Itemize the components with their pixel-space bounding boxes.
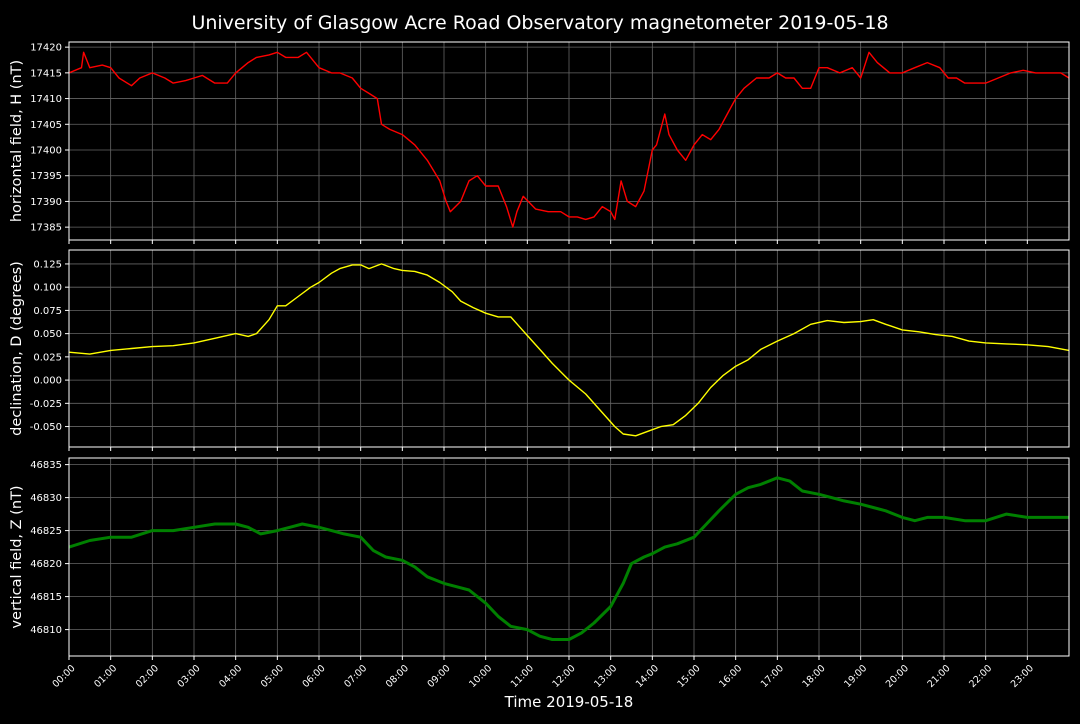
series-line-H xyxy=(68,51,1070,228)
x-axis-label: Time 2019-05-18 xyxy=(504,693,634,711)
chart-title: University of Glasgow Acre Road Observat… xyxy=(191,12,888,34)
panel-D: -0.050 -0.025 0.000 0.025 0.050 0.075 0.100 0.1… xyxy=(9,249,1070,451)
y-tick-label: 46810 xyxy=(30,625,62,636)
y-tick-label: 0.100 xyxy=(33,283,62,294)
y-tick-label: 17415 xyxy=(30,68,62,79)
y-tick-label: 0.075 xyxy=(33,306,62,317)
y-tick-label: 17385 xyxy=(30,223,62,234)
y-tick-label: 46830 xyxy=(30,493,62,504)
y-tick-label: 46820 xyxy=(30,559,62,570)
y-tick-label: 17395 xyxy=(30,171,62,182)
panel-H: 17385 17390 17395 17400 17405 17410 17415 17420… xyxy=(9,41,1070,244)
y-axis-label-H: horizontal field, H (nT) xyxy=(9,60,25,222)
y-tick-label: 46825 xyxy=(30,526,62,537)
series-line-D xyxy=(68,263,1070,437)
y-tick-label: -0.025 xyxy=(30,399,62,410)
series-line-Z xyxy=(68,476,1069,641)
y-tick-label: 0.125 xyxy=(33,259,62,270)
y-tick-label: 17405 xyxy=(30,120,62,131)
y-tick-label: 46835 xyxy=(30,460,62,471)
y-tick-label: 0.000 xyxy=(33,376,62,387)
y-tick-label: 17420 xyxy=(30,43,62,54)
y-tick-label: 17390 xyxy=(30,197,62,208)
y-tick-label: 17410 xyxy=(30,94,62,105)
y-axis-label-D: declination, D (degrees) xyxy=(9,261,25,436)
y-tick-label: 46815 xyxy=(30,592,62,603)
y-tick-label: -0.050 xyxy=(30,422,62,433)
y-tick-label: 17400 xyxy=(30,146,62,157)
y-axis-label-Z: vertical field, Z (nT) xyxy=(9,485,25,628)
y-tick-label: 0.050 xyxy=(33,329,62,340)
y-tick-label: 0.025 xyxy=(33,352,62,363)
